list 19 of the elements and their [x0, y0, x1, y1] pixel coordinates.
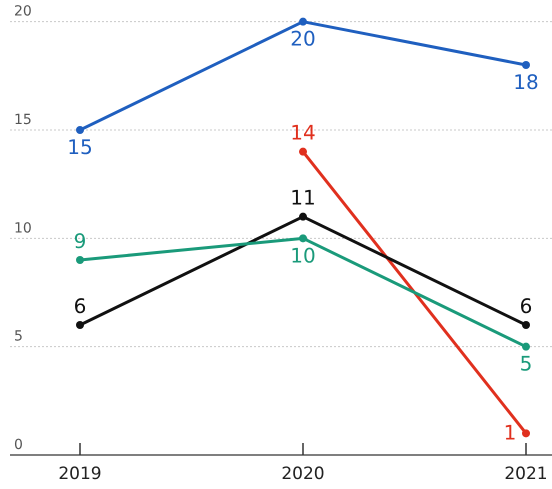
y-tick-label: 20: [14, 4, 32, 20]
data-label: 18: [513, 70, 539, 94]
x-tick-label: 2021: [504, 464, 548, 484]
data-label: 6: [74, 294, 86, 318]
data-label: 15: [67, 135, 93, 159]
data-label: 20: [290, 26, 316, 51]
y-tick-label: 0: [14, 437, 23, 453]
y-tick-label: 5: [14, 328, 23, 345]
data-label: 11: [290, 186, 316, 210]
data-label: 14: [290, 120, 316, 145]
data-label: 6: [520, 294, 532, 318]
data-label: 10: [290, 243, 316, 268]
data-label: 9: [74, 229, 86, 253]
y-tick-label: 15: [14, 112, 32, 128]
x-tick-label: 2019: [58, 464, 102, 484]
data-label: 1: [504, 420, 516, 444]
y-tick-label: 10: [14, 220, 32, 236]
x-tick-label: 2020: [281, 464, 325, 484]
data-label: 5: [520, 352, 532, 376]
